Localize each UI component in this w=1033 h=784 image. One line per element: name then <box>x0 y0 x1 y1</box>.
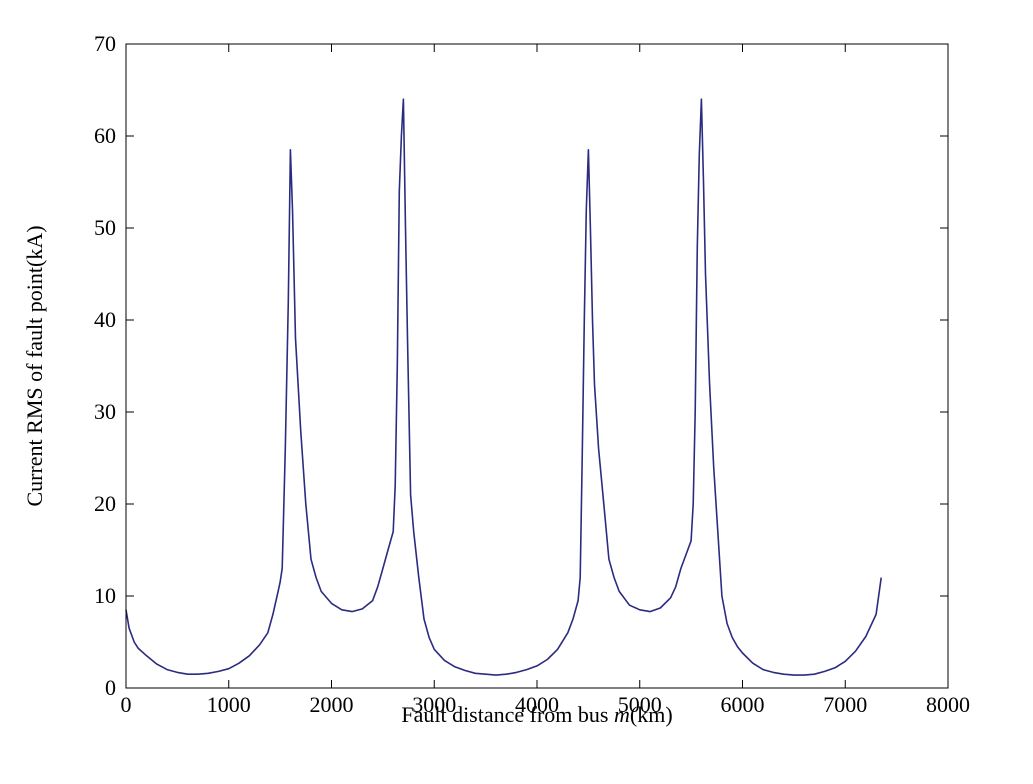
x-tick-label: 0 <box>121 692 132 717</box>
x-tick-label: 2000 <box>310 692 354 717</box>
plot-frame <box>125 43 949 689</box>
x-tick-label: 4000 <box>515 692 559 717</box>
x-axis: 0 1000 2000 3000 4000 5000 6000 7000 8000 <box>121 44 970 717</box>
x-tick-label: 8000 <box>926 692 970 717</box>
curve-layer <box>125 98 882 676</box>
y-tick-label: 60 <box>94 123 116 148</box>
y-tick-label: 40 <box>94 307 116 332</box>
y-tick-label: 20 <box>94 491 116 516</box>
y-tick-label: 0 <box>105 675 116 700</box>
x-tick-label: 1000 <box>207 692 251 717</box>
y-tick-label: 10 <box>94 583 116 608</box>
x-axis-title: Fault distance from bus m(km) <box>401 702 672 727</box>
x-tick-label: 5000 <box>618 692 662 717</box>
x-tick-label: 7000 <box>823 692 867 717</box>
y-axis: 0 10 20 30 40 50 60 70 <box>94 31 948 700</box>
y-tick-label: 70 <box>94 31 116 56</box>
x-tick-label: 6000 <box>721 692 765 717</box>
y-tick-label: 30 <box>94 399 116 424</box>
x-tick-label: 3000 <box>412 692 456 717</box>
series-line <box>125 98 882 676</box>
y-tick-label: 50 <box>94 215 116 240</box>
y-axis-title: Current RMS of fault point(kA) <box>22 225 47 506</box>
